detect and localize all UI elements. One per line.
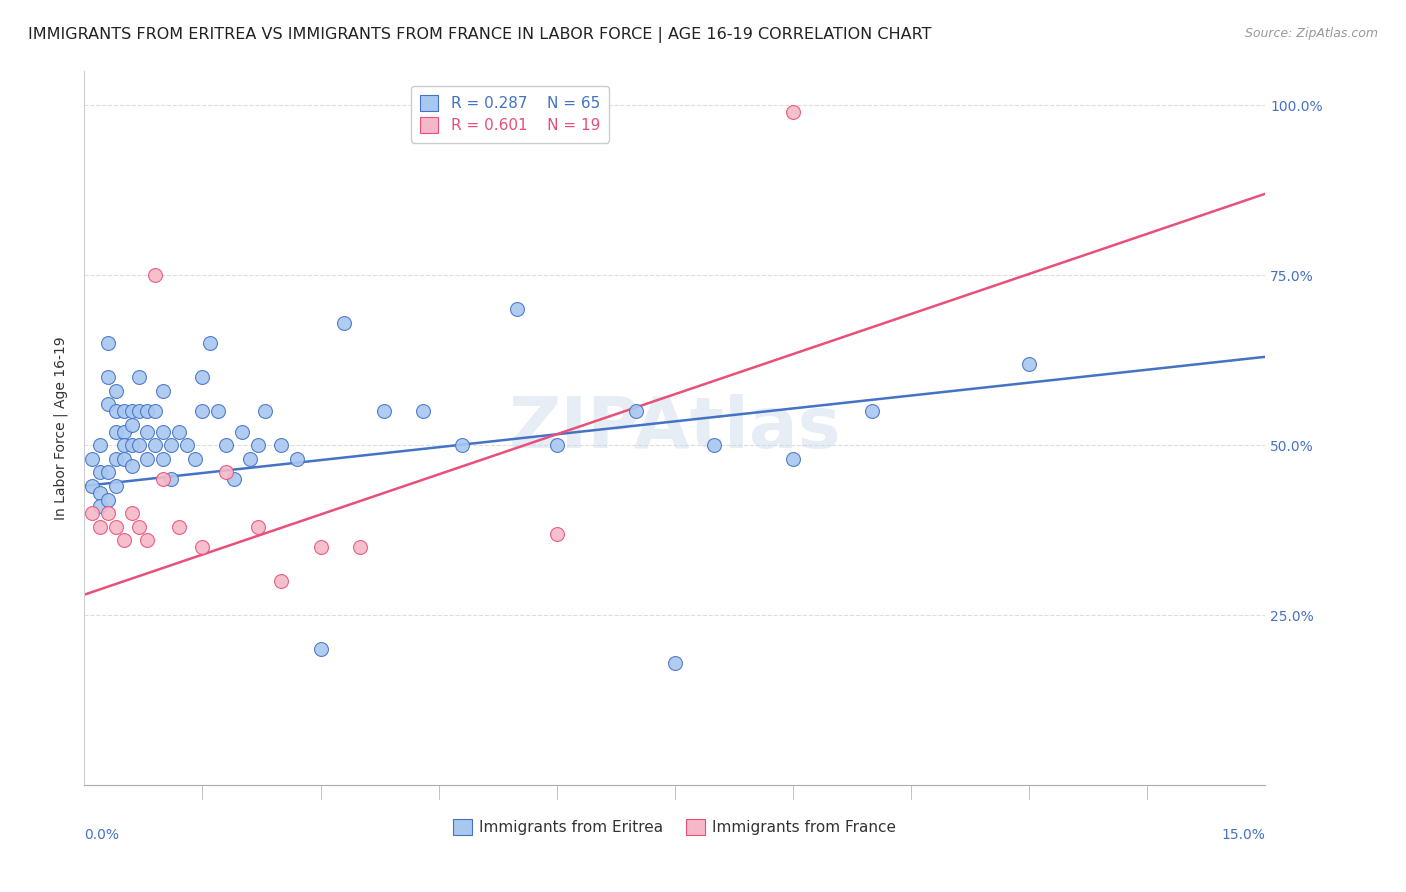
Point bbox=[215, 466, 238, 480]
Point bbox=[112, 425, 135, 439]
Point bbox=[112, 451, 135, 466]
Point bbox=[152, 425, 174, 439]
Point bbox=[89, 466, 111, 480]
Point bbox=[664, 656, 686, 670]
Point bbox=[160, 438, 183, 452]
Point bbox=[112, 404, 135, 418]
Point bbox=[546, 438, 568, 452]
Point bbox=[309, 540, 332, 554]
Point bbox=[104, 451, 127, 466]
Point bbox=[121, 438, 143, 452]
Point bbox=[412, 404, 434, 418]
Point bbox=[451, 438, 474, 452]
Point bbox=[191, 540, 214, 554]
Point bbox=[104, 519, 127, 533]
Point bbox=[309, 642, 332, 657]
Point bbox=[121, 417, 143, 432]
Point bbox=[333, 316, 356, 330]
Point bbox=[254, 404, 277, 418]
Text: Source: ZipAtlas.com: Source: ZipAtlas.com bbox=[1244, 27, 1378, 40]
Point bbox=[167, 425, 190, 439]
Point bbox=[860, 404, 883, 418]
Point bbox=[104, 425, 127, 439]
Point bbox=[246, 438, 269, 452]
Point bbox=[191, 404, 214, 418]
Point bbox=[703, 438, 725, 452]
Point bbox=[104, 384, 127, 398]
Point bbox=[121, 404, 143, 418]
Point bbox=[349, 540, 371, 554]
Point bbox=[112, 533, 135, 548]
Point bbox=[506, 302, 529, 317]
Point bbox=[143, 438, 166, 452]
Point bbox=[121, 506, 143, 520]
Point bbox=[121, 458, 143, 473]
Text: 0.0%: 0.0% bbox=[84, 828, 120, 842]
Point bbox=[782, 451, 804, 466]
Point bbox=[546, 526, 568, 541]
Point bbox=[136, 533, 159, 548]
Point bbox=[97, 370, 120, 384]
Point bbox=[191, 370, 214, 384]
Point bbox=[160, 472, 183, 486]
Point bbox=[82, 479, 104, 493]
Point bbox=[270, 438, 292, 452]
Point bbox=[1018, 357, 1040, 371]
Point bbox=[97, 397, 120, 411]
Point bbox=[82, 451, 104, 466]
Point bbox=[207, 404, 229, 418]
Point bbox=[239, 451, 262, 466]
Point bbox=[143, 268, 166, 283]
Point bbox=[152, 451, 174, 466]
Point bbox=[104, 404, 127, 418]
Point bbox=[136, 404, 159, 418]
Point bbox=[167, 519, 190, 533]
Point bbox=[97, 466, 120, 480]
Text: ZIPAtlas: ZIPAtlas bbox=[509, 393, 841, 463]
Point bbox=[782, 105, 804, 120]
Point bbox=[285, 451, 308, 466]
Point bbox=[104, 479, 127, 493]
Legend: Immigrants from Eritrea, Immigrants from France: Immigrants from Eritrea, Immigrants from… bbox=[447, 814, 903, 841]
Point bbox=[183, 451, 205, 466]
Point bbox=[128, 519, 150, 533]
Point bbox=[176, 438, 198, 452]
Point bbox=[624, 404, 647, 418]
Point bbox=[231, 425, 253, 439]
Point bbox=[136, 451, 159, 466]
Point bbox=[89, 485, 111, 500]
Point bbox=[82, 506, 104, 520]
Point bbox=[128, 438, 150, 452]
Point bbox=[270, 574, 292, 588]
Point bbox=[215, 438, 238, 452]
Point bbox=[222, 472, 245, 486]
Text: 15.0%: 15.0% bbox=[1222, 828, 1265, 842]
Point bbox=[373, 404, 395, 418]
Point bbox=[97, 506, 120, 520]
Point bbox=[136, 425, 159, 439]
Point bbox=[89, 519, 111, 533]
Point bbox=[128, 404, 150, 418]
Y-axis label: In Labor Force | Age 16-19: In Labor Force | Age 16-19 bbox=[53, 336, 67, 520]
Point bbox=[152, 384, 174, 398]
Point bbox=[97, 492, 120, 507]
Text: IMMIGRANTS FROM ERITREA VS IMMIGRANTS FROM FRANCE IN LABOR FORCE | AGE 16-19 COR: IMMIGRANTS FROM ERITREA VS IMMIGRANTS FR… bbox=[28, 27, 932, 43]
Point bbox=[200, 336, 222, 351]
Point bbox=[152, 472, 174, 486]
Point bbox=[128, 370, 150, 384]
Point bbox=[97, 336, 120, 351]
Point bbox=[246, 519, 269, 533]
Point bbox=[89, 500, 111, 514]
Point bbox=[112, 438, 135, 452]
Point bbox=[89, 438, 111, 452]
Point bbox=[143, 404, 166, 418]
